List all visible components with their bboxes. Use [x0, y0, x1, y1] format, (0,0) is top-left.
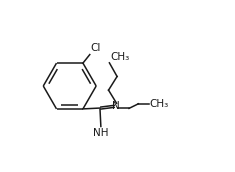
- Text: N: N: [112, 101, 120, 111]
- Text: CH₃: CH₃: [149, 99, 169, 109]
- Text: CH₃: CH₃: [110, 52, 129, 62]
- Text: Cl: Cl: [91, 43, 101, 53]
- Text: NH: NH: [93, 128, 109, 138]
